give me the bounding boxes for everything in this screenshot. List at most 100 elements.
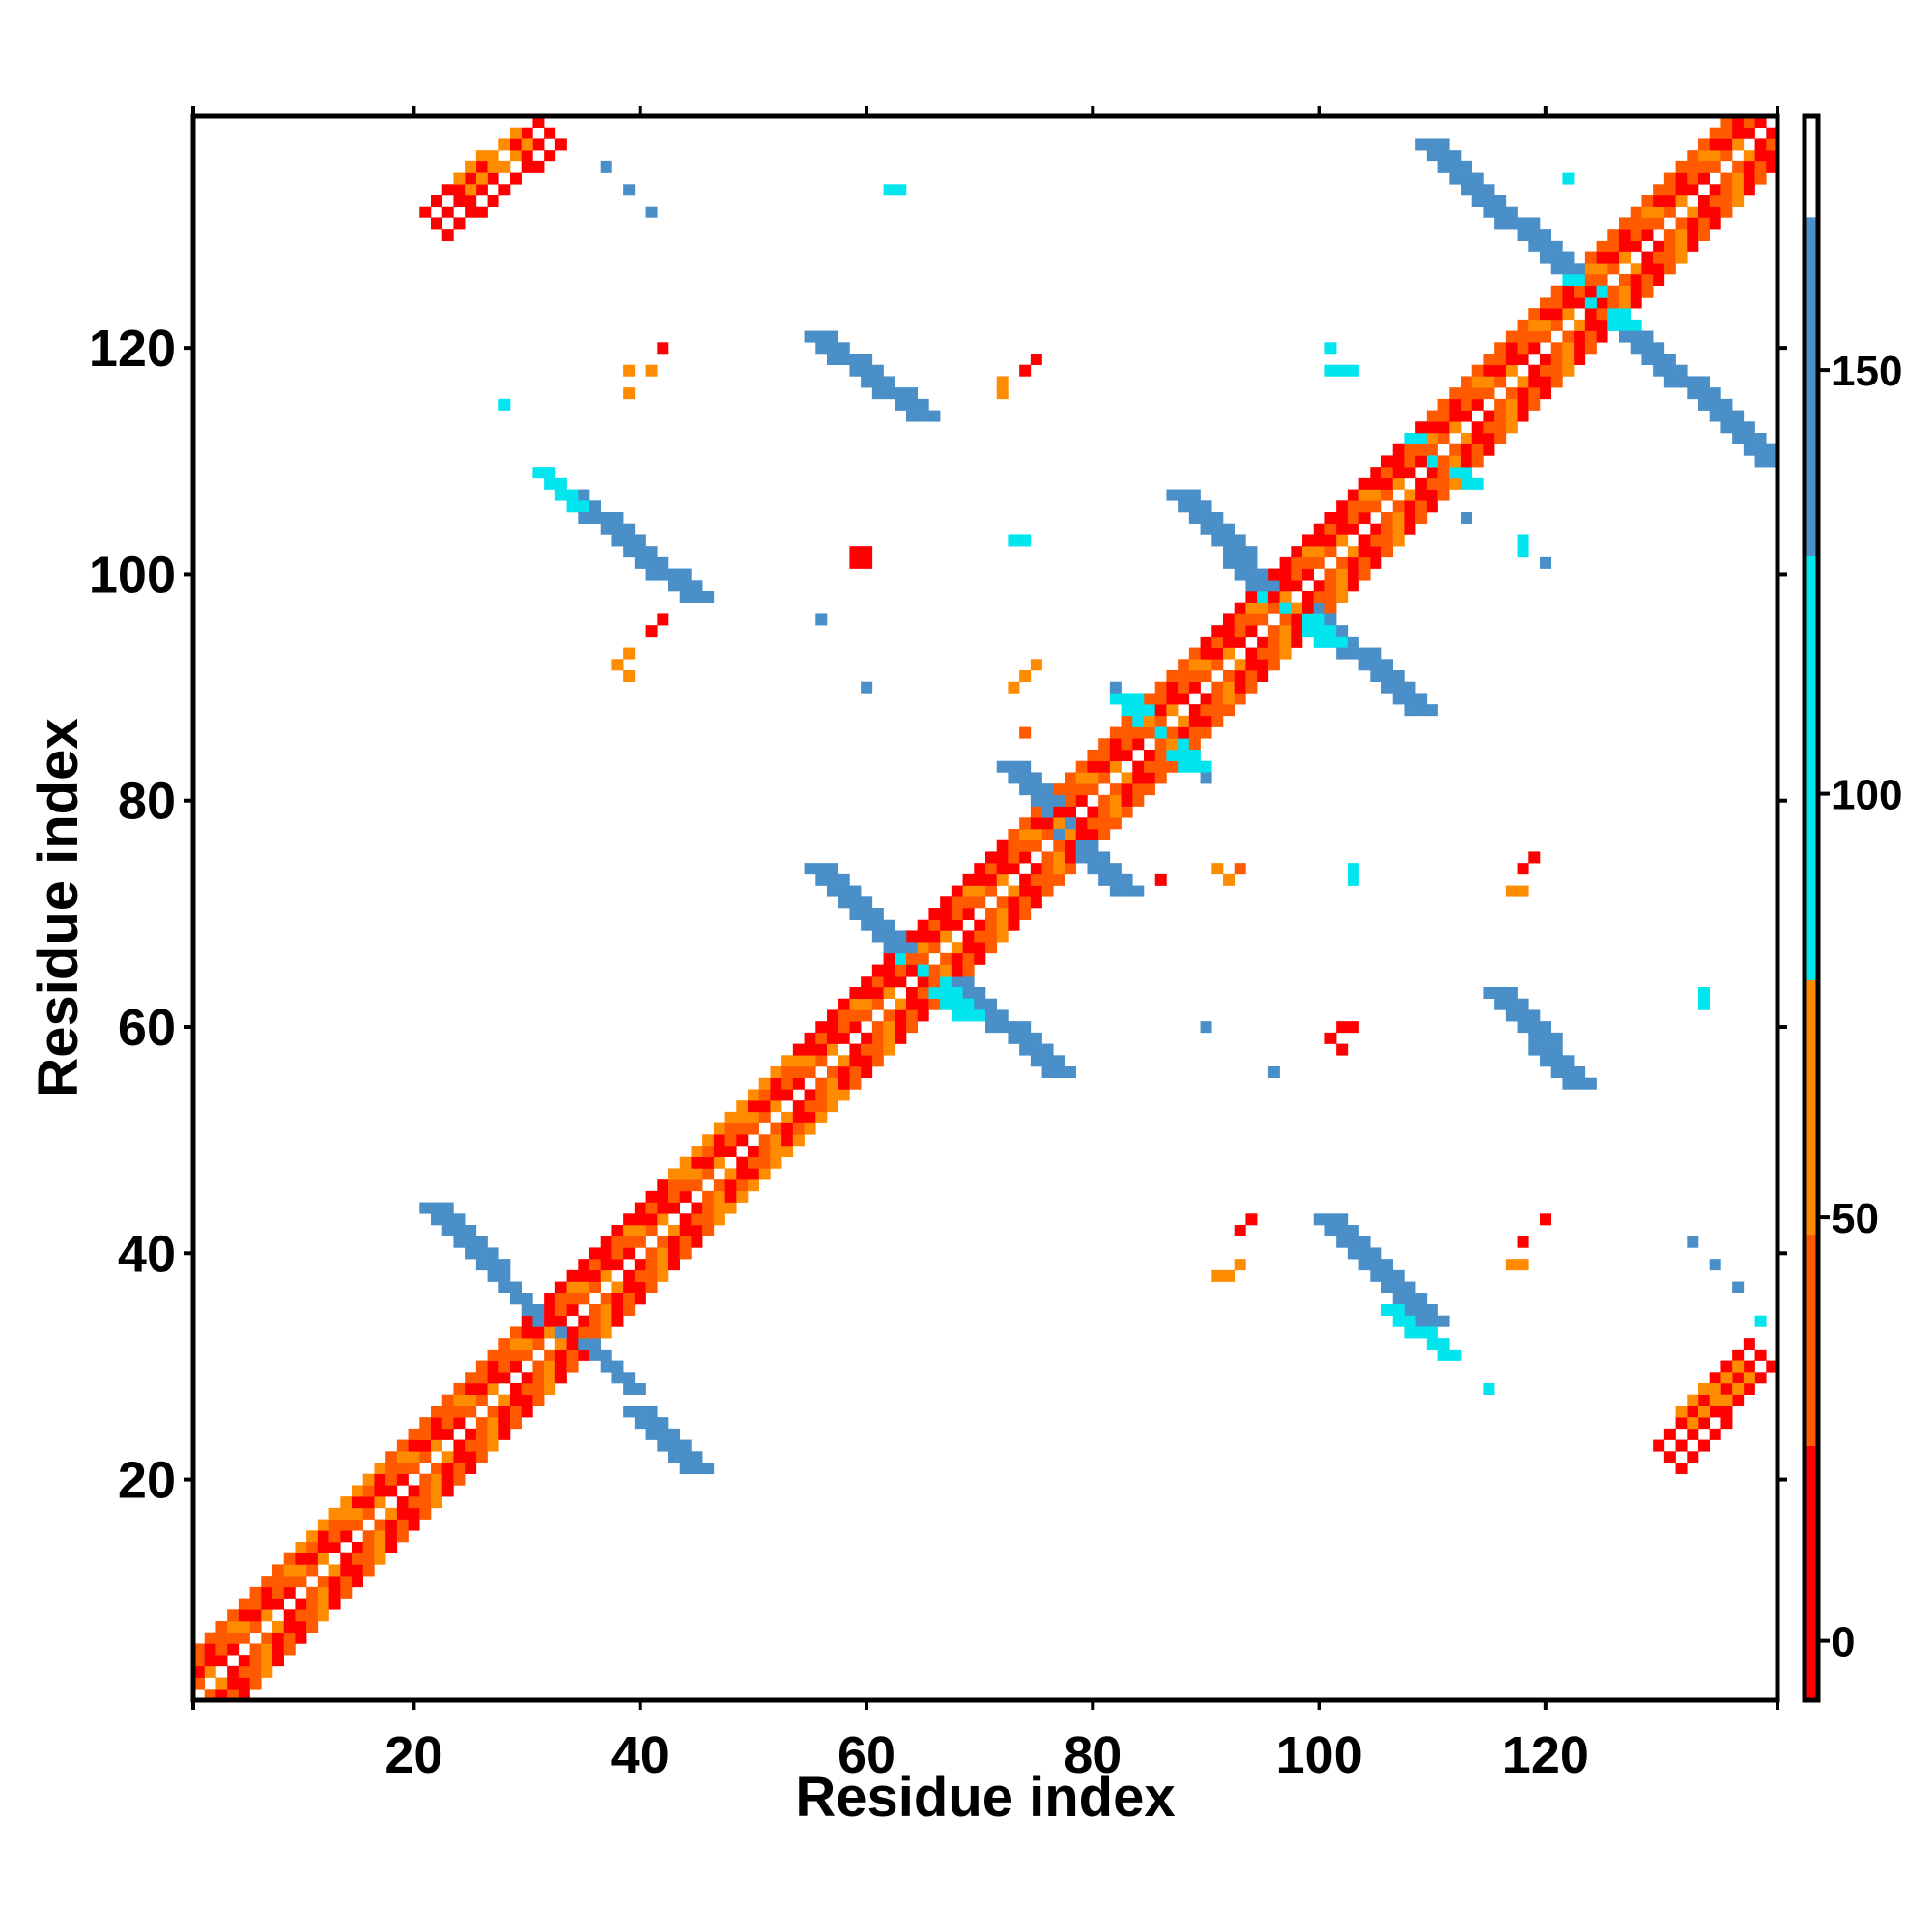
- heatmap-cell: [441, 1463, 454, 1475]
- heatmap-cell: [521, 1406, 533, 1418]
- heatmap-cell: [1041, 873, 1054, 886]
- heatmap-cell: [928, 976, 941, 988]
- heatmap-cell: [1471, 387, 1484, 400]
- heatmap-cell: [227, 1632, 240, 1644]
- heatmap-cell: [1562, 297, 1575, 309]
- heatmap-cell: [1743, 116, 1755, 128]
- x-tick-label: 60: [838, 1726, 895, 1784]
- heatmap-cell: [691, 1202, 703, 1214]
- heatmap-cell: [1041, 806, 1054, 818]
- heatmap-cell: [408, 1451, 420, 1463]
- heatmap-cell: [249, 1677, 262, 1690]
- heatmap-cell: [1461, 387, 1473, 400]
- heatmap-cell: [1517, 998, 1529, 1010]
- heatmap-cell: [238, 1621, 250, 1634]
- heatmap-cell: [1754, 433, 1767, 445]
- heatmap-cell: [815, 1089, 828, 1101]
- heatmap-cell: [1630, 319, 1642, 331]
- heatmap-cell: [453, 172, 466, 185]
- heatmap-cell: [352, 1564, 364, 1577]
- heatmap-cell: [1471, 398, 1484, 411]
- heatmap-cell: [1302, 602, 1315, 614]
- heatmap-cell: [1517, 885, 1529, 897]
- heatmap-cell: [1471, 443, 1484, 456]
- heatmap-cell: [1505, 410, 1518, 422]
- heatmap-cell: [1619, 297, 1632, 309]
- heatmap-cell: [815, 873, 828, 886]
- heatmap-cell: [985, 998, 998, 1010]
- heatmap-cell: [713, 1156, 725, 1169]
- heatmap-cell: [1528, 376, 1541, 388]
- heatmap-cell: [1607, 308, 1620, 321]
- heatmap-cell: [1528, 1032, 1541, 1044]
- heatmap-cell: [1087, 806, 1099, 818]
- heatmap-cell: [883, 930, 895, 943]
- heatmap-cell: [453, 217, 466, 230]
- heatmap-cell: [589, 1247, 602, 1260]
- heatmap-cell: [1709, 1383, 1721, 1396]
- heatmap-cell: [1720, 116, 1733, 128]
- heatmap-cell: [1019, 851, 1032, 864]
- heatmap-cell: [328, 1586, 341, 1599]
- y-tick-label: 100: [89, 546, 176, 604]
- heatmap-cell: [600, 1293, 612, 1305]
- heatmap-cell: [974, 930, 986, 943]
- heatmap-cell: [748, 1122, 760, 1135]
- heatmap-cell: [1234, 625, 1246, 638]
- heatmap-cell: [374, 1530, 386, 1543]
- heatmap-cell: [623, 1225, 636, 1237]
- heatmap-cell: [272, 1598, 285, 1610]
- heatmap-cell: [419, 1485, 432, 1497]
- heatmap-cell: [679, 1168, 692, 1180]
- heatmap-cell: [1008, 908, 1020, 921]
- heatmap-cell: [1517, 319, 1529, 331]
- heatmap-cell: [249, 1621, 262, 1634]
- heatmap-cell: [736, 1122, 749, 1135]
- heatmap-cell: [940, 919, 952, 931]
- heatmap-cell: [1392, 455, 1405, 468]
- heatmap-cell: [781, 1111, 794, 1123]
- heatmap-cell: [1461, 398, 1473, 411]
- heatmap-cell: [623, 523, 636, 535]
- heatmap-cell: [566, 1338, 579, 1350]
- colorbar-tick-label: 0: [1832, 1619, 1855, 1666]
- heatmap-cell: [1370, 500, 1382, 513]
- heatmap-cell: [1087, 829, 1099, 841]
- heatmap-cell: [702, 1202, 715, 1214]
- heatmap-cell: [362, 1530, 375, 1543]
- heatmap-cell: [962, 942, 975, 954]
- heatmap-cell: [1109, 750, 1122, 762]
- heatmap-cell: [1630, 206, 1642, 218]
- heatmap-cell: [249, 1665, 262, 1678]
- heatmap-cell: [453, 1225, 466, 1237]
- heatmap-cell: [1754, 443, 1767, 456]
- heatmap-cell: [883, 1043, 895, 1056]
- heatmap-cell: [645, 1406, 658, 1418]
- colorbar-frame: [1802, 113, 1821, 1703]
- heatmap-cell: [1347, 873, 1359, 886]
- heatmap-cell: [1641, 195, 1654, 208]
- heatmap-cell: [1098, 806, 1111, 818]
- heatmap-cell: [600, 1236, 612, 1248]
- heatmap-cell: [204, 1655, 216, 1667]
- heatmap-cell: [510, 1417, 523, 1430]
- heatmap-cell: [1381, 455, 1394, 468]
- heatmap-cell: [475, 184, 488, 196]
- heatmap-cell: [928, 942, 941, 954]
- heatmap-cell: [510, 1394, 523, 1406]
- heatmap-cell: [1041, 863, 1054, 875]
- heatmap-cell: [611, 512, 624, 525]
- heatmap-cell: [1732, 1394, 1745, 1406]
- heatmap-cell: [1732, 1349, 1745, 1361]
- heatmap-cell: [1098, 829, 1111, 841]
- heatmap-cell: [396, 1439, 409, 1452]
- heatmap-cell: [792, 1066, 805, 1079]
- heatmap-cell: [1709, 127, 1721, 139]
- heatmap-cell: [1041, 783, 1054, 796]
- heatmap-cell: [1404, 1293, 1416, 1305]
- heatmap-cell: [1698, 1406, 1711, 1418]
- heatmap-cell: [1687, 1417, 1699, 1430]
- heatmap-cell: [1483, 195, 1495, 208]
- heatmap-cell: [487, 1247, 499, 1260]
- heatmap-cell: [1540, 364, 1552, 377]
